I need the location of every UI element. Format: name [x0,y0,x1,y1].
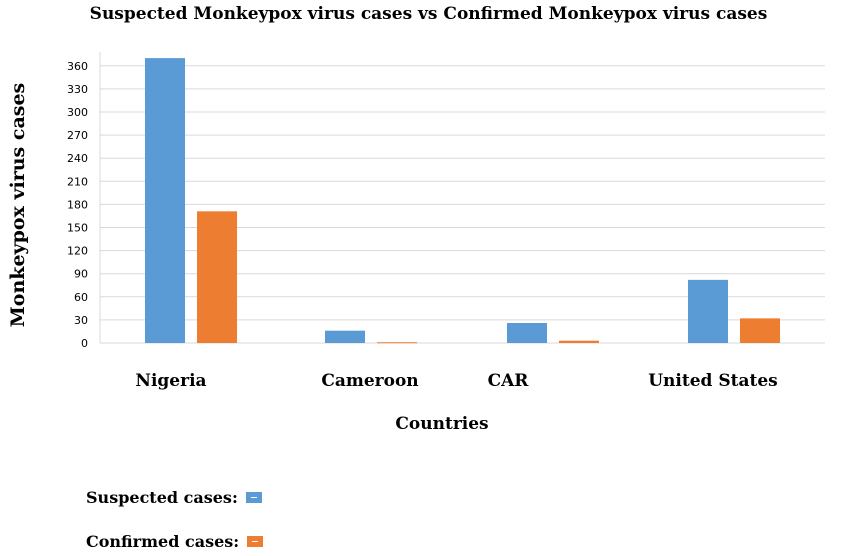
y-tick-label-90: 90 [74,268,88,281]
legend-swatch-confirmed [247,536,264,547]
y-tick-label-330: 330 [67,83,88,96]
y-tick-label-150: 150 [67,222,88,235]
legend-label-suspected: Suspected cases: [86,488,238,507]
chart-title: Suspected Monkeypox virus cases vs Confi… [89,4,768,24]
x-tick-label-nigeria: Nigeria [135,371,206,391]
legend-item-suspected: Suspected cases: [86,488,262,507]
bar-car-1 [559,340,599,343]
y-tick-label-180: 180 [67,198,88,211]
y-tick-label-240: 240 [67,152,88,165]
bar-united-states-0 [688,279,728,343]
bar-cameroon-1 [377,342,417,344]
y-tick-label-360: 360 [67,60,88,73]
y-tick-label-120: 120 [67,245,88,258]
y-tick-label-270: 270 [67,129,88,142]
bar-united-states-1 [740,318,780,343]
y-tick-label-0: 0 [81,337,88,350]
legend-item-confirmed: Confirmed cases: [86,532,264,551]
bar-car-0 [507,322,547,343]
bar-nigeria-1 [197,211,237,343]
bar-nigeria-0 [145,58,185,343]
y-tick-label-60: 60 [74,291,88,304]
legend-swatch-suspected [245,492,262,503]
x-tick-label-car: CAR [488,371,530,391]
legend-label-confirmed: Confirmed cases: [86,532,240,551]
x-axis-label: Countries [395,414,489,434]
y-tick-label-30: 30 [74,314,88,327]
x-tick-label-united-states: United States [648,371,778,391]
y-tick-label-300: 300 [67,106,88,119]
y-tick-label-210: 210 [67,175,88,188]
bar-cameroon-0 [325,330,365,343]
x-tick-label-cameroon: Cameroon [321,371,418,391]
